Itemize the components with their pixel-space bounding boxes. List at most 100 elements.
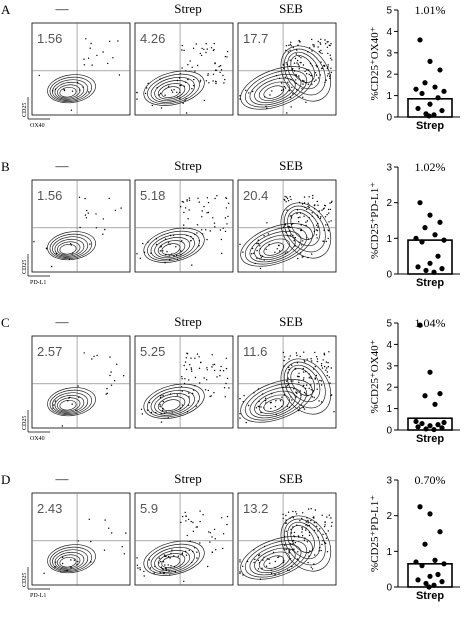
- y-tick-label: 0: [386, 583, 392, 594]
- event-dot: [214, 226, 216, 228]
- event-dot: [136, 564, 139, 566]
- dot-ylabel: %CD25⁺PD-L1⁺: [369, 495, 381, 572]
- event-dot: [194, 547, 196, 549]
- plot-frame: [134, 22, 234, 116]
- event-dot: [291, 399, 293, 401]
- contour-line: [244, 540, 308, 578]
- event-dot: [269, 94, 271, 96]
- event-dot: [143, 570, 145, 573]
- event-dot: [310, 566, 312, 568]
- event-dot: [308, 524, 310, 527]
- event-dot: [123, 375, 125, 377]
- event-dot: [289, 196, 291, 198]
- event-dot: [186, 534, 188, 537]
- contour-line: [157, 396, 186, 413]
- dot-ylabel: %CD25⁺OX40⁺: [369, 339, 381, 413]
- event-dot: [248, 92, 250, 94]
- event-dot: [162, 394, 164, 397]
- event-dot: [71, 90, 74, 92]
- event-dot: [214, 62, 216, 64]
- event-dot: [306, 384, 308, 386]
- contour-line: [161, 556, 181, 568]
- event-dot: [323, 352, 325, 354]
- event-dot: [302, 379, 305, 381]
- event-dot: [141, 413, 143, 415]
- event-dot: [147, 82, 149, 85]
- event-dot: [170, 552, 172, 555]
- event-dot: [207, 201, 210, 204]
- event-dot: [329, 382, 331, 384]
- event-dot: [320, 61, 322, 63]
- event-dot: [324, 81, 326, 84]
- event-dot: [207, 211, 210, 214]
- event-dot: [166, 251, 168, 253]
- event-dot: [320, 549, 322, 552]
- event-dot: [184, 361, 187, 363]
- event-dot: [296, 209, 299, 211]
- event-dot: [284, 76, 286, 79]
- event-dot: [311, 50, 313, 52]
- event-dot: [289, 229, 291, 232]
- event-dot: [320, 384, 323, 386]
- event-dot: [326, 67, 329, 70]
- event-dot: [143, 575, 145, 577]
- event-dot: [259, 578, 262, 580]
- event-dot: [324, 65, 326, 68]
- event-dot: [257, 568, 260, 570]
- event-dot: [311, 396, 314, 398]
- event-dot: [250, 253, 253, 255]
- event-dot: [298, 39, 300, 42]
- event-dot: [326, 371, 329, 373]
- event-dot: [196, 526, 199, 528]
- contour-line: [254, 77, 296, 104]
- event-dot: [198, 245, 200, 247]
- data-point: [441, 88, 447, 94]
- plot-frame: [134, 492, 234, 586]
- event-dot: [164, 94, 166, 96]
- event-dot: [196, 232, 198, 234]
- event-dot: [269, 562, 271, 564]
- event-dot: [322, 240, 325, 243]
- event-dot: [315, 374, 318, 377]
- event-dot: [261, 567, 263, 569]
- event-dot: [188, 209, 190, 211]
- contour-line: [150, 76, 195, 103]
- event-dot: [322, 208, 325, 210]
- flow-plot: — 1.56: [31, 1, 131, 116]
- event-dot: [165, 567, 167, 569]
- event-dot: [142, 242, 144, 245]
- contour-line: [244, 383, 308, 421]
- event-dot: [293, 62, 296, 64]
- event-dot: [282, 386, 284, 389]
- event-dot: [203, 205, 205, 208]
- event-dot: [318, 550, 320, 552]
- event-dot: [305, 221, 307, 223]
- event-dot: [79, 89, 81, 91]
- event-dot: [159, 405, 161, 408]
- event-dot: [329, 54, 331, 56]
- event-dot: [213, 42, 215, 45]
- event-dot: [161, 409, 164, 412]
- contour-line: [143, 383, 205, 419]
- event-dot: [211, 551, 214, 553]
- event-dot: [316, 224, 318, 226]
- event-dot: [286, 251, 288, 253]
- event-dot: [291, 223, 293, 226]
- event-dot: [200, 361, 202, 364]
- event-dot: [187, 78, 189, 81]
- event-dot: [290, 396, 292, 398]
- contour-line: [49, 76, 93, 102]
- event-dot: [293, 388, 295, 390]
- contour-line: [280, 515, 332, 572]
- event-dot: [220, 238, 223, 241]
- event-dot: [301, 535, 304, 537]
- event-dot: [308, 204, 310, 206]
- event-dot: [299, 212, 302, 214]
- contour-line: [240, 66, 313, 110]
- event-dot: [228, 202, 230, 204]
- event-dot: [303, 539, 306, 541]
- event-dot: [199, 52, 201, 55]
- event-dot: [185, 368, 188, 371]
- event-dot: [258, 400, 260, 403]
